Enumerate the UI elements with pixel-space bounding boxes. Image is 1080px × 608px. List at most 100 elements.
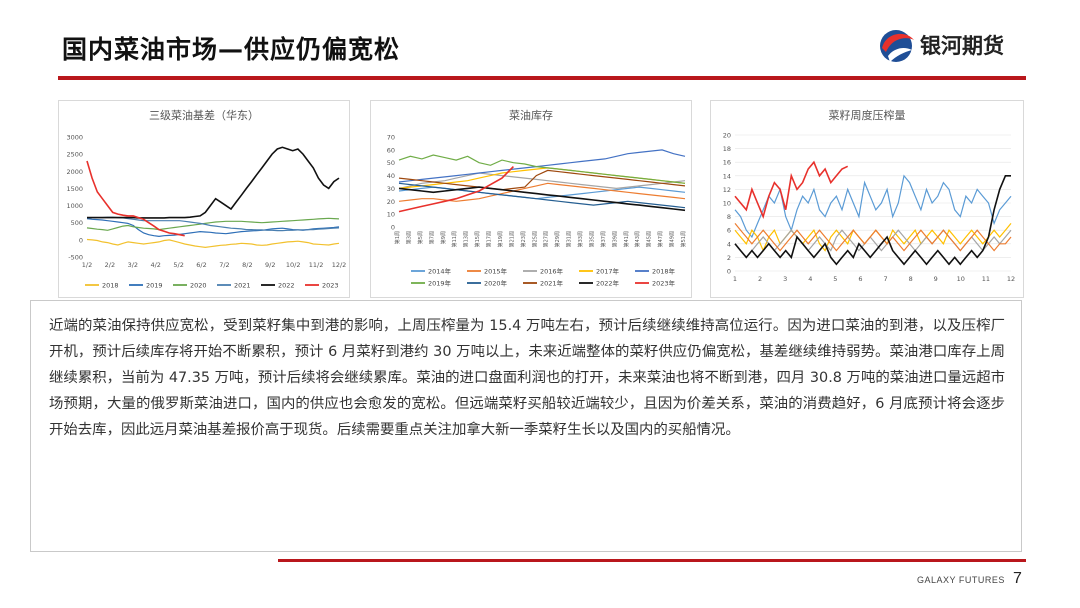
chart-2-title: 菜籽周度压榨量 bbox=[829, 108, 906, 122]
chart-2-y-tick: 6 bbox=[727, 227, 731, 235]
galaxy-logo-icon bbox=[880, 30, 914, 62]
chart-1-legend-label: 2019年 bbox=[428, 279, 452, 288]
chart-1-x-tick: 第11周 bbox=[451, 231, 458, 247]
chart-2-x-tick: 7 bbox=[883, 275, 887, 283]
chart-2-y-tick: 8 bbox=[727, 213, 731, 221]
commentary-text: 近端的菜油保持供应宽松，受到菜籽集中到港的影响，上周压榨量为 15.4 万吨左右… bbox=[49, 318, 1005, 438]
chart-1-x-tick: 第3周 bbox=[405, 231, 412, 244]
chart-1-x-tick: 第29周 bbox=[554, 231, 561, 247]
chart-1-x-tick: 第25周 bbox=[531, 231, 538, 247]
chart-panel-basis: 三级菜油基差（华东） 3000 2500 2000 1500 1000 500 0 -500 1/… bbox=[58, 100, 350, 298]
chart-2-x-tick: 9 bbox=[934, 275, 938, 283]
chart-1-y-tick: 40 bbox=[387, 172, 395, 180]
chart-0-y-tick: 500 bbox=[71, 219, 83, 227]
chart-2-series-line bbox=[734, 160, 849, 220]
chart-2-series-line bbox=[734, 223, 1012, 252]
chart-0-x-tick: 8/2 bbox=[242, 261, 252, 269]
chart-1-series-line bbox=[398, 182, 686, 209]
chart-1-legend-label: 2018年 bbox=[652, 267, 676, 276]
chart-1-x-tick: 第35周 bbox=[588, 231, 595, 247]
chart-1-y-tick: 20 bbox=[387, 198, 395, 206]
chart-2-x-tick: 2 bbox=[758, 275, 762, 283]
chart-1-legend-label: 2014年 bbox=[428, 267, 452, 276]
chart-2-x-tick: 12 bbox=[1007, 275, 1015, 283]
chart-1-x-tick: 第27周 bbox=[543, 231, 550, 247]
chart-1-y-tick: 70 bbox=[387, 134, 395, 142]
chart-1-series-line bbox=[398, 166, 514, 213]
chart-1-x-tick: 第51周 bbox=[680, 231, 687, 247]
chart-2-y-tick: 20 bbox=[723, 132, 731, 140]
chart-0-legend-label: 2021 bbox=[234, 282, 251, 290]
chart-0-x-tick: 10/2 bbox=[286, 261, 301, 269]
chart-0-x-tick: 4/2 bbox=[150, 261, 160, 269]
chart-2-y-tick: 16 bbox=[723, 159, 731, 167]
chart-1-x-tick: 第47周 bbox=[657, 231, 664, 247]
chart-1-legend-label: 2023年 bbox=[652, 279, 676, 288]
chart-1-legend-label: 2022年 bbox=[596, 279, 620, 288]
chart-1-x-tick: 第19周 bbox=[497, 231, 504, 247]
chart-1-x-tick: 第1周 bbox=[394, 231, 401, 244]
chart-2-y-tick: 10 bbox=[723, 200, 731, 208]
chart-1-x-tick: 第15周 bbox=[474, 231, 481, 247]
chart-0-y-tick: 2000 bbox=[66, 168, 83, 176]
chart-1-legend-label: 2020年 bbox=[484, 279, 508, 288]
chart-1-series-line bbox=[398, 149, 686, 183]
chart-2-x-tick: 1 bbox=[733, 275, 737, 283]
chart-2-x-tick: 10 bbox=[957, 275, 965, 283]
chart-0-x-tick: 3/2 bbox=[128, 261, 138, 269]
page-number: 7 bbox=[1013, 570, 1022, 587]
chart-2-x-tick: 6 bbox=[858, 275, 862, 283]
chart-1-series-line bbox=[398, 186, 686, 212]
footer-brand: GALAXY FUTURES bbox=[917, 575, 1005, 585]
chart-1-x-tick: 第39周 bbox=[611, 231, 618, 247]
chart-1-x-tick: 第17周 bbox=[486, 231, 493, 247]
chart-0-x-tick: 2/2 bbox=[105, 261, 115, 269]
company-logo: 银河期货 bbox=[876, 26, 1036, 66]
chart-0-y-tick: 1000 bbox=[66, 202, 83, 210]
chart-1-title: 菜油库存 bbox=[509, 108, 553, 122]
chart-0-y-tick: 1500 bbox=[66, 185, 83, 193]
chart-1-y-tick: 0 bbox=[391, 224, 395, 232]
basis-chart: 三级菜油基差（华东） 3000 2500 2000 1500 1000 500 0 -5001/… bbox=[66, 108, 346, 290]
chart-1-series-line bbox=[398, 172, 686, 190]
chart-1-x-tick: 第43周 bbox=[634, 231, 641, 247]
chart-0-legend-label: 2022 bbox=[278, 282, 295, 290]
chart-0-x-tick: 7/2 bbox=[219, 261, 229, 269]
chart-0-title: 三级菜油基差（华东） bbox=[149, 108, 259, 122]
chart-0-series-line bbox=[87, 216, 340, 232]
chart-0-legend-label: 2023 bbox=[322, 282, 339, 290]
chart-1-legend-label: 2016年 bbox=[540, 267, 564, 276]
chart-0-legend-label: 2018 bbox=[102, 282, 119, 290]
chart-2-y-tick: 4 bbox=[727, 240, 731, 248]
chart-0-y-tick: 0 bbox=[79, 236, 83, 244]
chart-0-legend-label: 2019 bbox=[146, 282, 163, 290]
chart-1-x-tick: 第9周 bbox=[440, 231, 447, 244]
header-rule bbox=[58, 76, 1026, 80]
footer-rule bbox=[278, 559, 1026, 562]
chart-0-series-line bbox=[87, 146, 340, 219]
chart-1-legend-label: 2021年 bbox=[540, 279, 564, 288]
chart-2-y-tick: 0 bbox=[727, 268, 731, 276]
chart-0-series-line bbox=[86, 238, 340, 249]
chart-2-series-line bbox=[734, 175, 1011, 266]
chart-1-legend-label: 2017年 bbox=[596, 267, 620, 276]
chart-1-x-tick: 第21周 bbox=[508, 231, 515, 247]
chart-1-x-tick: 第31周 bbox=[566, 231, 573, 247]
chart-1-x-tick: 第5周 bbox=[417, 231, 424, 244]
logo-text: 银河期货 bbox=[920, 34, 1004, 58]
chart-0-series-line bbox=[86, 218, 340, 238]
chart-0-series-line bbox=[86, 217, 340, 231]
chart-panel-inventory: 菜油库存 70 60 50 40 30 20 10 0 第1周 第3周 第5周 第7周 第9周 第11周 第1… bbox=[370, 100, 692, 298]
chart-1-x-tick: 第13周 bbox=[463, 231, 470, 247]
chart-0-legend-label: 2020 bbox=[190, 282, 207, 290]
chart-1-series-line bbox=[398, 154, 686, 184]
chart-1-legend-label: 2015年 bbox=[484, 267, 508, 276]
chart-0-y-tick: 3000 bbox=[66, 134, 83, 142]
chart-0-y-tick: -500 bbox=[68, 254, 83, 262]
chart-1-y-tick: 30 bbox=[387, 185, 395, 193]
chart-1-series-line bbox=[398, 169, 686, 191]
chart-0-y-tick: 2500 bbox=[66, 151, 83, 159]
chart-2-x-tick: 5 bbox=[833, 275, 837, 283]
